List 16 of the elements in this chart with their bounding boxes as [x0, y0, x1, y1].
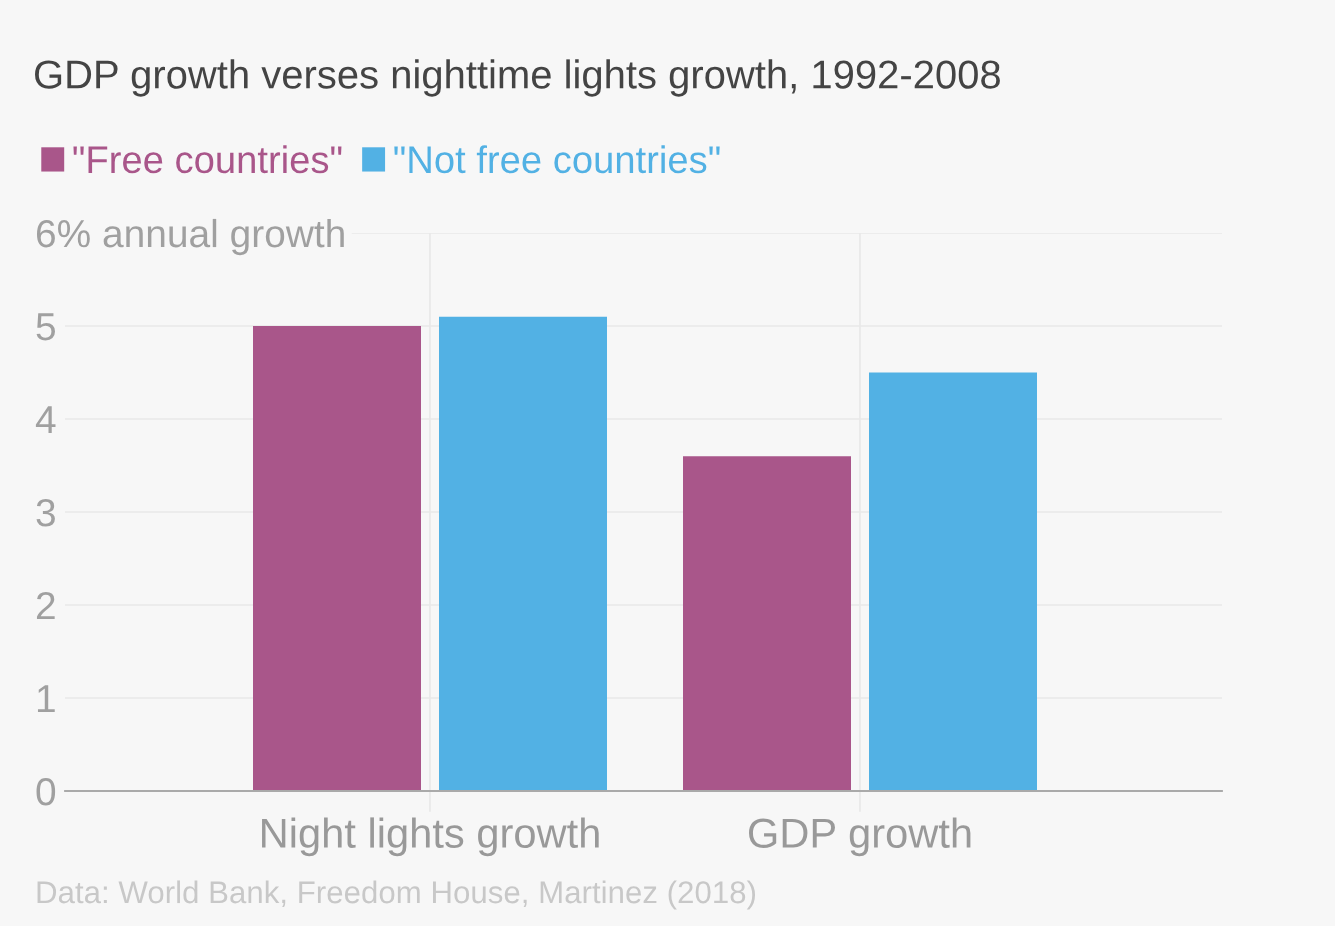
- y-tick-label: 1: [37, 685, 55, 713]
- y-tick-label: 5: [36, 313, 55, 341]
- bar: [683, 456, 851, 791]
- y-tick-label: 2: [36, 591, 55, 620]
- bar: [253, 326, 421, 791]
- chart-title: GDP growth verses nighttime lights growth, 1992-2008: [35, 59, 1000, 97]
- y-tick-label: 4: [35, 406, 56, 434]
- bar: [869, 372, 1037, 791]
- y-tick-label: 0: [36, 777, 56, 806]
- y-tick-label: 3: [36, 498, 55, 527]
- legend-label: "Not free countries": [394, 145, 720, 174]
- bar: [439, 316, 607, 791]
- x-tick-label: GDP growth: [749, 817, 971, 857]
- legend-label: "Free countries": [73, 145, 342, 174]
- x-tick-label: Night lights growth: [262, 817, 599, 857]
- y-tick-label: 6% annual growth: [36, 218, 344, 256]
